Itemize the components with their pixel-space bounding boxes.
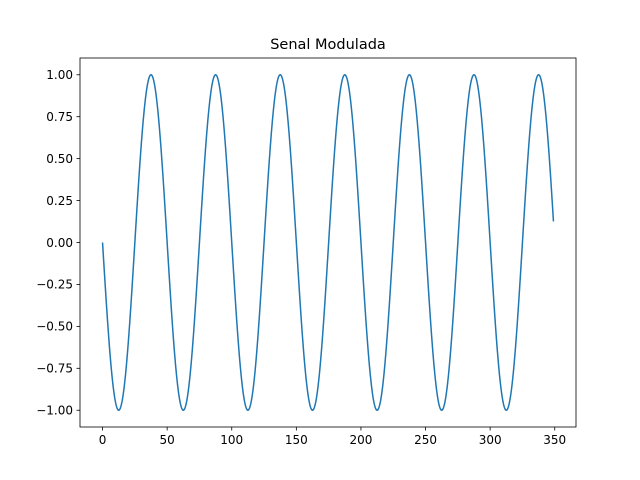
x-axis: 0 50 100 150 200 250 300 350 — [99, 427, 566, 447]
chart-title: Senal Modulada — [270, 37, 386, 53]
x-tick-label: 0 — [99, 433, 107, 447]
y-tick-label: −0.50 — [36, 320, 73, 334]
x-tick-label: 100 — [220, 433, 243, 447]
x-tick-label: 200 — [349, 433, 372, 447]
y-tick-label: 0.50 — [46, 152, 73, 166]
x-tick-label: 350 — [543, 433, 566, 447]
x-tick-label: 150 — [285, 433, 308, 447]
y-tick-label: 0.75 — [46, 110, 73, 124]
y-tick-label: −0.75 — [36, 362, 73, 376]
y-tick-label: 0.00 — [46, 236, 73, 250]
y-tick-label: −0.25 — [36, 278, 73, 292]
y-tick-label: 0.25 — [46, 194, 73, 208]
y-axis: −1.00 −0.75 −0.50 −0.25 0.00 0.25 0.50 0.75 1.00 — [36, 68, 80, 418]
x-tick-label: 50 — [160, 433, 175, 447]
x-tick-label: 250 — [414, 433, 437, 447]
y-tick-label: 1.00 — [46, 68, 73, 82]
series-line — [101, 74, 555, 411]
x-tick-label: 300 — [479, 433, 502, 447]
y-tick-label: −1.00 — [36, 404, 73, 418]
